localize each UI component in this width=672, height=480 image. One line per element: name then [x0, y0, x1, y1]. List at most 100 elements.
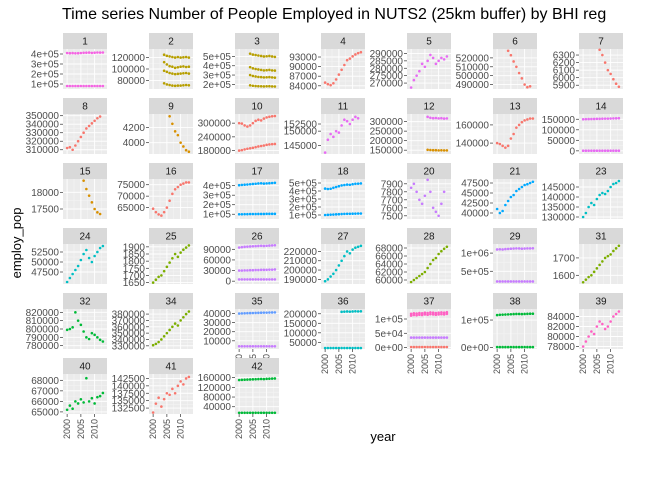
- data-point: [160, 405, 163, 408]
- data-point: [262, 69, 266, 72]
- data-point: [498, 345, 502, 349]
- facet-panel: 38 0e+00 1e+05 2000 2005 2010: [461, 293, 537, 374]
- y-tick-label: 75000: [117, 180, 145, 191]
- data-point: [257, 75, 260, 79]
- x-tick-label: 2000: [492, 354, 502, 374]
- data-point: [606, 189, 610, 193]
- x-tick-label: 2000: [320, 354, 330, 374]
- data-point: [160, 214, 163, 217]
- y-tick-label: 1e+05: [375, 315, 404, 326]
- data-point: [248, 212, 252, 216]
- data-point: [268, 268, 271, 271]
- data-point: [351, 212, 354, 216]
- data-point: [176, 255, 180, 259]
- y-tick-label: 137500: [112, 389, 146, 400]
- data-point: [501, 144, 504, 148]
- data-point: [601, 322, 604, 326]
- data-point: [495, 248, 499, 251]
- x-tick-label: 2000: [148, 419, 158, 439]
- data-point: [445, 345, 449, 349]
- y-tick-label: 220000: [284, 247, 318, 258]
- panel-background: [321, 114, 365, 154]
- data-point: [90, 201, 94, 204]
- data-point: [184, 246, 188, 249]
- data-point: [270, 244, 274, 247]
- y-tick-label: 380000: [112, 310, 146, 321]
- data-point: [259, 411, 263, 415]
- data-point: [334, 78, 338, 81]
- data-point: [426, 313, 429, 317]
- data-point: [257, 84, 260, 88]
- data-point: [179, 84, 182, 87]
- data-point: [187, 56, 191, 59]
- data-point: [434, 256, 438, 260]
- data-point: [531, 117, 535, 120]
- data-point: [240, 269, 244, 272]
- data-point: [512, 312, 515, 316]
- data-point: [176, 185, 180, 189]
- y-tick-label: 1600: [553, 271, 576, 282]
- data-point: [237, 121, 241, 125]
- data-point: [595, 325, 599, 328]
- data-point: [426, 115, 429, 119]
- y-tick-label: 30000: [203, 266, 231, 277]
- data-point: [423, 345, 427, 349]
- data-point: [254, 53, 257, 57]
- facet-label: 34: [165, 297, 177, 308]
- data-point: [268, 244, 271, 247]
- data-point: [182, 248, 185, 252]
- x-tick-label: 2010: [434, 354, 444, 374]
- data-point: [495, 207, 499, 211]
- data-point: [243, 311, 246, 315]
- data-point: [426, 336, 429, 339]
- data-point: [240, 148, 244, 152]
- data-point: [587, 205, 590, 209]
- data-point: [501, 209, 504, 213]
- data-point: [517, 312, 521, 316]
- data-point: [248, 182, 252, 186]
- data-point: [581, 117, 585, 121]
- data-point: [598, 117, 601, 121]
- y-tick-label: 30000: [203, 318, 231, 329]
- facet-strip: [149, 33, 193, 49]
- data-point: [237, 246, 241, 249]
- data-point: [74, 52, 77, 55]
- data-point: [257, 54, 260, 57]
- data-point: [515, 312, 518, 316]
- data-point: [254, 377, 257, 381]
- data-point: [270, 142, 274, 146]
- data-point: [262, 212, 266, 216]
- data-point: [612, 149, 615, 153]
- x-tick-label: 2005: [420, 354, 430, 374]
- y-tick-label: 50000: [289, 338, 317, 349]
- y-tick-label: 3e+05: [31, 60, 60, 71]
- data-point: [445, 312, 449, 316]
- data-point: [179, 183, 182, 187]
- y-tick-label: 40000: [203, 309, 231, 320]
- data-point: [268, 84, 271, 88]
- data-point: [601, 149, 604, 153]
- data-point: [243, 245, 246, 249]
- y-tick-label: 64000: [375, 260, 403, 271]
- data-point: [442, 313, 446, 316]
- data-point: [251, 74, 255, 78]
- data-point: [603, 61, 607, 64]
- data-point: [248, 268, 252, 272]
- data-point: [246, 183, 249, 186]
- y-tick-label: 100000: [284, 328, 318, 339]
- x-tick-label: 2010: [262, 419, 272, 439]
- y-tick-label: 67000: [31, 386, 59, 397]
- data-point: [326, 346, 330, 350]
- data-point: [273, 55, 277, 59]
- data-point: [243, 148, 246, 151]
- data-point: [343, 63, 346, 67]
- data-point: [257, 311, 260, 315]
- panel-background: [407, 49, 451, 89]
- data-point: [257, 244, 260, 248]
- facet-panel: 9 4000 4200: [123, 98, 193, 154]
